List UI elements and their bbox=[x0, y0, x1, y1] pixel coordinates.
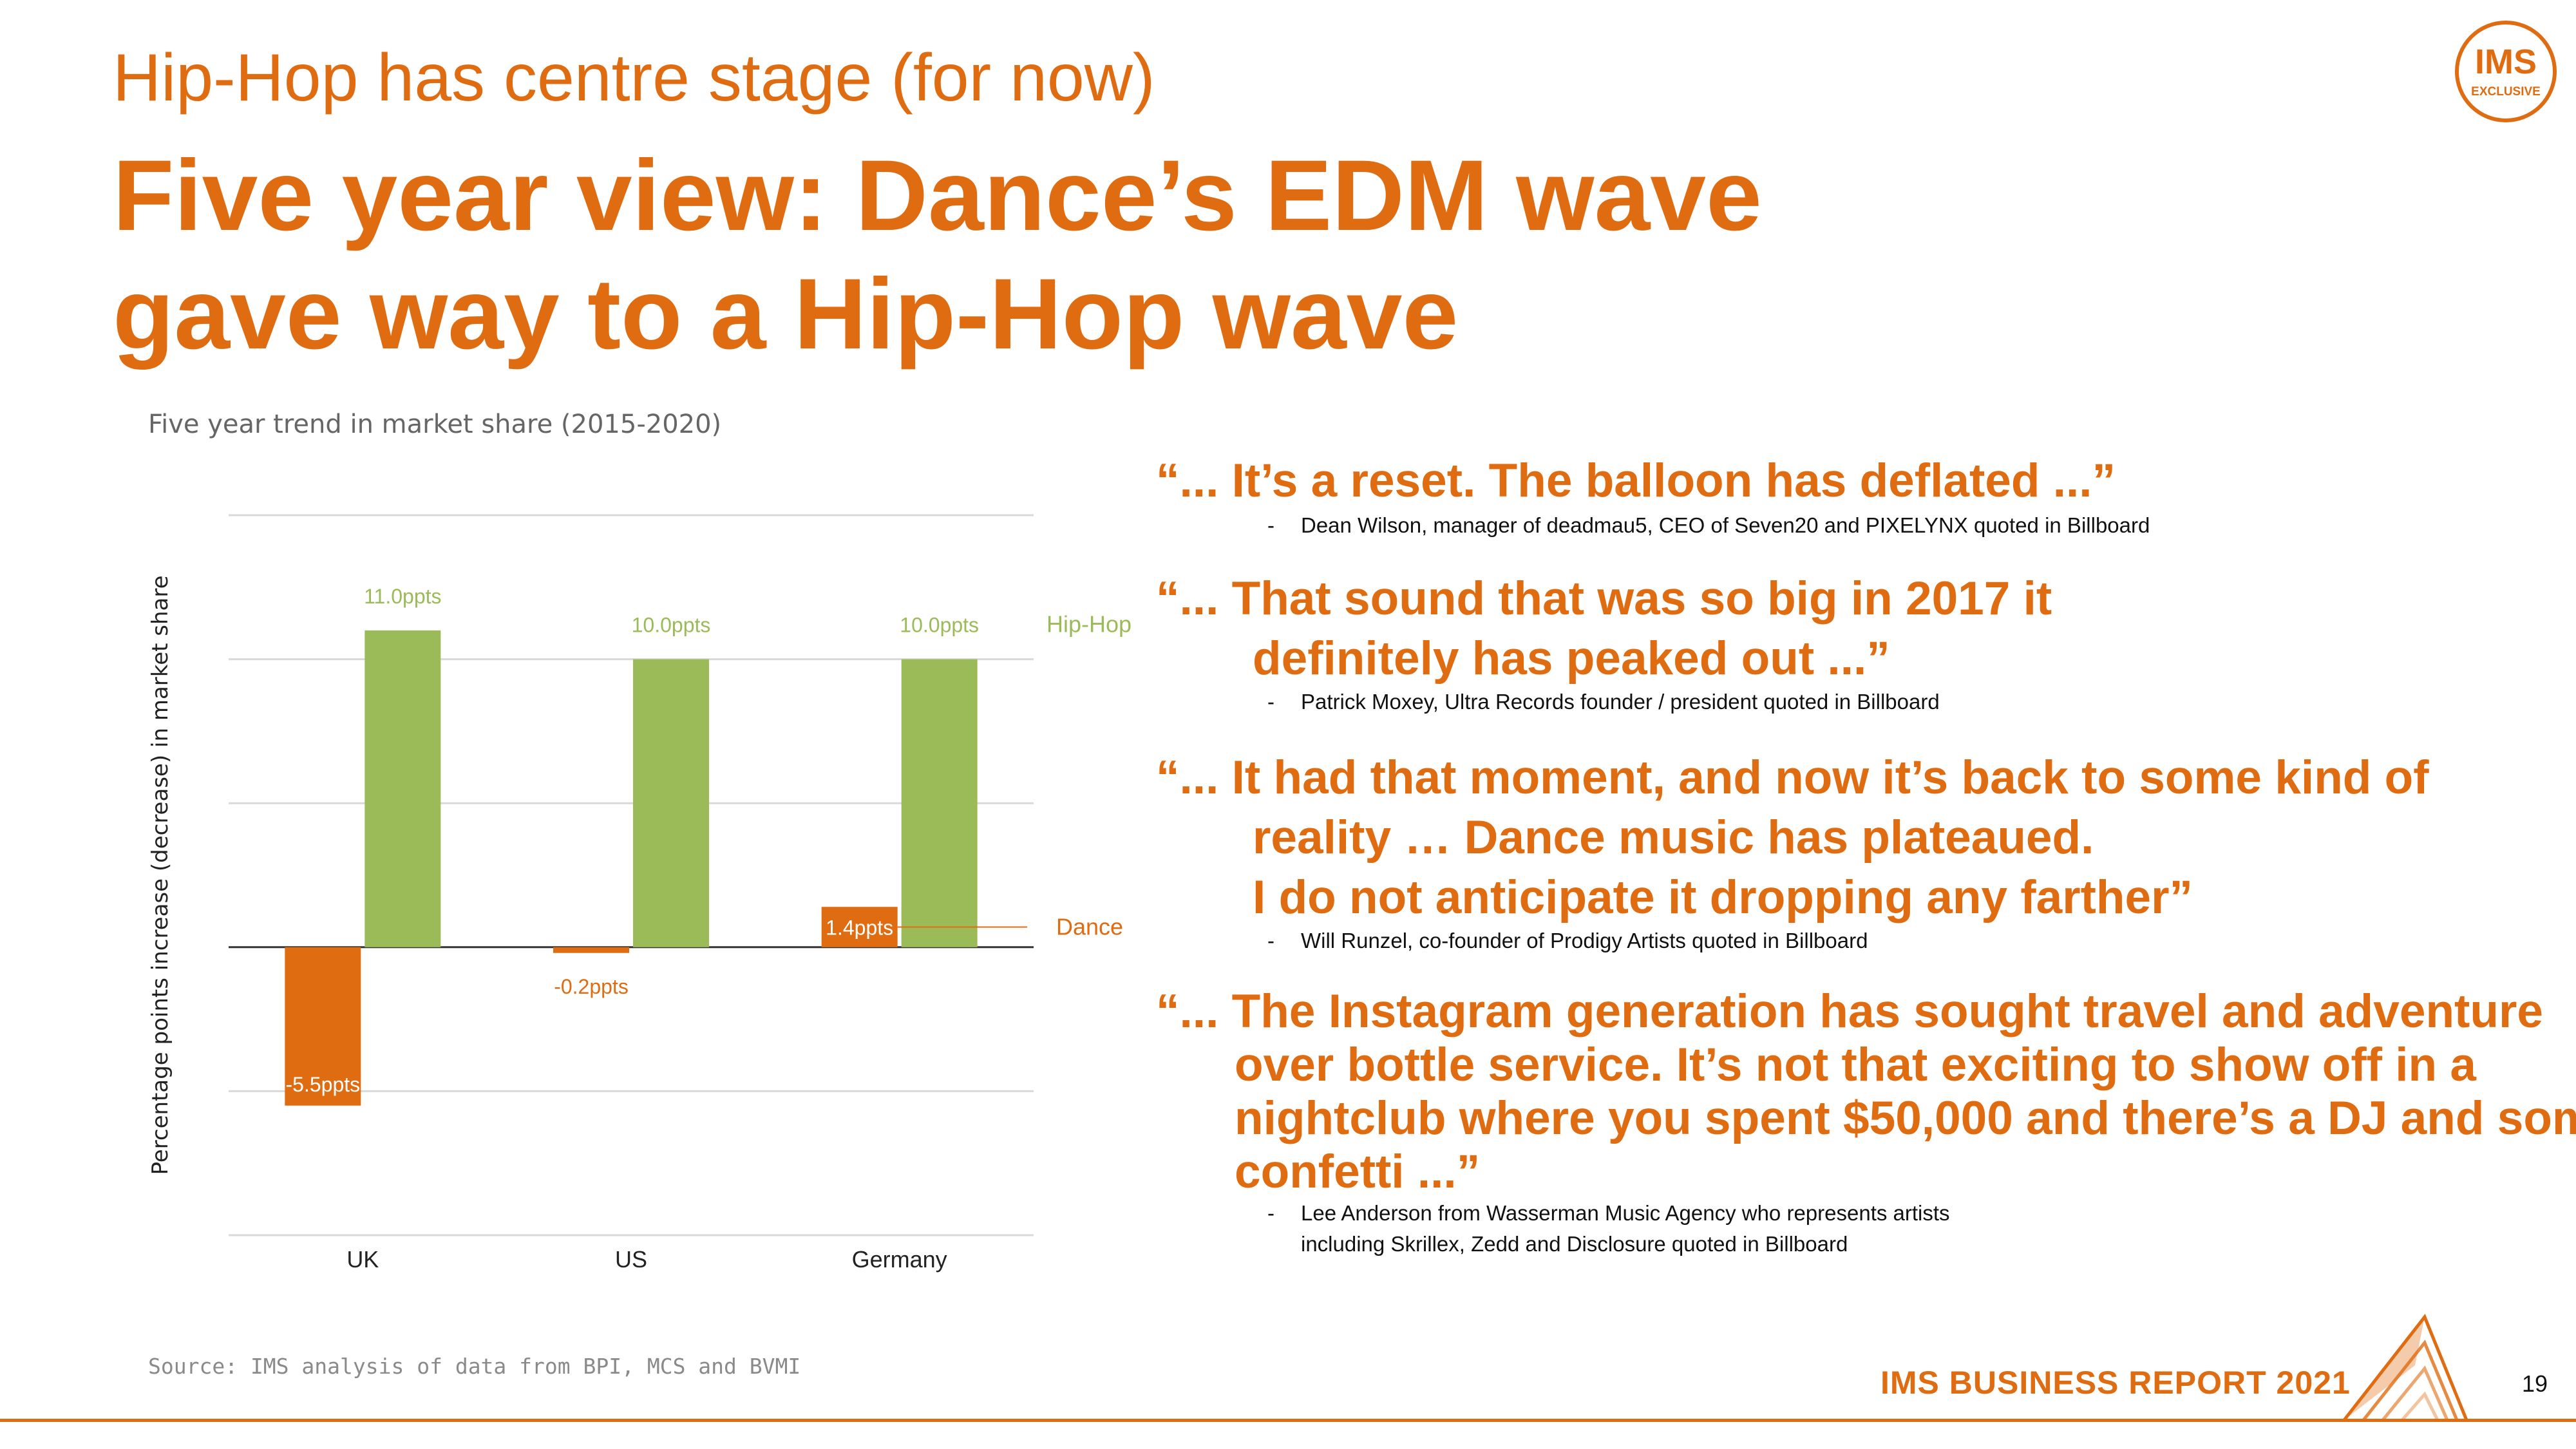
data-label: 11.0ppts bbox=[364, 585, 441, 608]
data-labels: UK US Germany -5.5ppts -0.2ppts 1.4ppts 11.0pp… bbox=[286, 585, 1132, 1273]
bar-hip-hop-us bbox=[633, 659, 709, 947]
attribution-text: Patrick Moxey, Ultra Records founder / p… bbox=[1301, 690, 1940, 714]
quote-1-attribution: - Dean Wilson, manager of deadmau5, CEO o… bbox=[1267, 513, 2150, 537]
source-note: Source: IMS analysis of data from BPI, M… bbox=[148, 1354, 801, 1379]
data-label: 1.4ppts bbox=[826, 916, 893, 939]
quote-2: “... That sound that was so big in 2017 … bbox=[1156, 569, 2052, 688]
data-label: -5.5ppts bbox=[286, 1073, 361, 1096]
bar-dance-us bbox=[553, 947, 629, 953]
title-line-1: Five year view: Dance’s EDM wave bbox=[113, 140, 1762, 252]
footer-triangle-logo bbox=[2343, 1314, 2468, 1421]
quote-2-line-2: definitely has peaked out ...” bbox=[1253, 632, 1890, 685]
data-label: 10.0ppts bbox=[632, 614, 711, 637]
bar-hip-hop-germany bbox=[901, 659, 978, 947]
quote-3: “... It had that moment, and now it’s ba… bbox=[1156, 748, 2429, 927]
quote-3-attribution: - Will Runzel, co-founder of Prodigy Arti… bbox=[1267, 929, 1868, 952]
x-tick-label: UK bbox=[346, 1246, 379, 1273]
attribution-text: including Skrillex, Zedd and Disclosure … bbox=[1301, 1232, 1848, 1256]
chart-caption: Five year trend in market share (2015-20… bbox=[148, 410, 722, 439]
quote-4-attribution: - Lee Anderson from Wasserman Music Agenc… bbox=[1267, 1201, 1950, 1256]
legend-label-dance: Dance bbox=[1056, 913, 1123, 940]
bar-hip-hop-uk bbox=[365, 630, 441, 947]
quote-4-line-2: over bottle service. It’s not that excit… bbox=[1235, 1039, 2477, 1091]
quote-1-line-1: “... It’s a reset. The balloon has defla… bbox=[1156, 455, 2116, 507]
bars bbox=[285, 630, 978, 1106]
quote-4-line-4: confetti ...” bbox=[1235, 1146, 1481, 1198]
quote-2-line-1: “... That sound that was so big in 2017 … bbox=[1156, 573, 2052, 625]
quote-2-attribution: - Patrick Moxey, Ultra Records founder / … bbox=[1267, 690, 1940, 714]
x-tick-label: US bbox=[615, 1246, 647, 1273]
legend-label-hip-hop: Hip-Hop bbox=[1046, 611, 1132, 638]
logo-text-ims: IMS bbox=[2475, 43, 2537, 81]
slide-subtitle: Hip-Hop has centre stage (for now) bbox=[113, 41, 1155, 115]
page-number: 19 bbox=[2522, 1370, 2548, 1397]
quote-1: “... It’s a reset. The balloon has defla… bbox=[1156, 451, 2116, 511]
data-label: -0.2ppts bbox=[554, 975, 629, 998]
logo-text-exclusive: EXCLUSIVE bbox=[2471, 85, 2541, 99]
grid-lines bbox=[229, 514, 1034, 1236]
quote-3-line-2: reality … Dance music has plateaued. bbox=[1253, 811, 2094, 864]
footer-report-title: IMS BUSINESS REPORT 2021 bbox=[1880, 1365, 2351, 1401]
title-line-2: gave way to a Hip-Hop wave bbox=[113, 258, 1459, 370]
slide-title: Five year view: Dance’s EDM wave gave wa… bbox=[113, 137, 1762, 374]
quote-4: “... The Instagram generation has sought… bbox=[1156, 985, 2576, 1198]
x-tick-label: Germany bbox=[852, 1246, 947, 1273]
quote-3-line-3: I do not anticipate it dropping any fart… bbox=[1253, 871, 2193, 923]
ims-exclusive-logo: IMS EXCLUSIVE bbox=[2455, 21, 2557, 122]
attribution-text: Lee Anderson from Wasserman Music Agency… bbox=[1301, 1201, 1950, 1225]
market-share-chart: UK US Germany -5.5ppts -0.2ppts 1.4ppts 11.0pp… bbox=[147, 514, 1132, 1273]
data-label: 10.0ppts bbox=[900, 614, 979, 637]
quote-4-line-3: nightclub where you spent $50,000 and th… bbox=[1235, 1092, 2576, 1144]
quote-4-line-1: “... The Instagram generation has sought… bbox=[1156, 985, 2543, 1037]
attribution-text: Dean Wilson, manager of deadmau5, CEO of… bbox=[1301, 513, 2150, 537]
bar-dance-germany bbox=[821, 907, 898, 947]
y-axis-label: Percentage points increase (decrease) in… bbox=[147, 575, 173, 1175]
bar-dance-uk bbox=[285, 947, 361, 1106]
quote-3-line-1: “... It had that moment, and now it’s ba… bbox=[1156, 752, 2429, 804]
attribution-text: Will Runzel, co-founder of Prodigy Artis… bbox=[1301, 929, 1868, 952]
footer-divider bbox=[0, 1419, 2576, 1422]
